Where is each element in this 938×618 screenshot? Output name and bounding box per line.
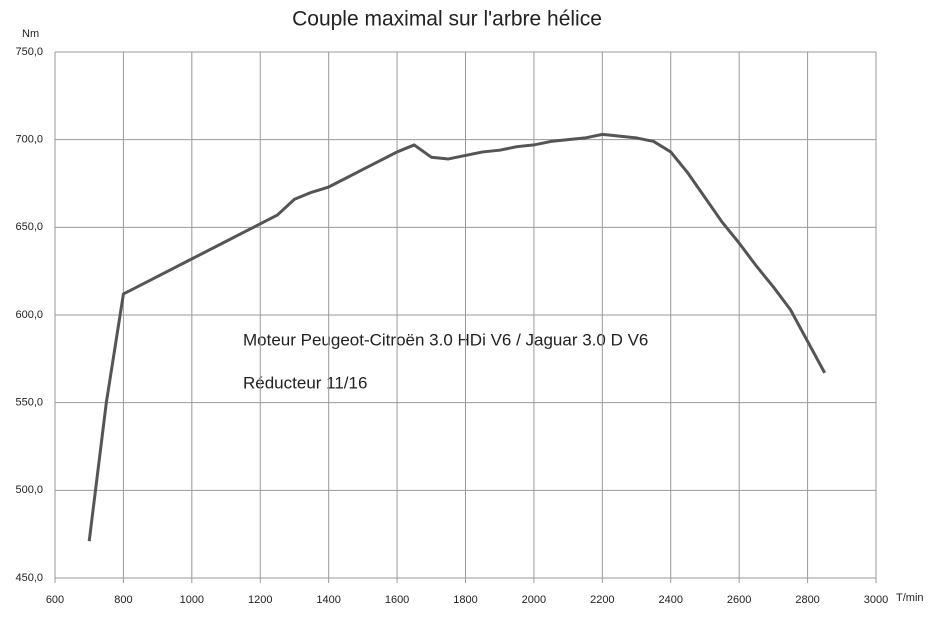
y-tick-label: 600,0 xyxy=(15,309,43,321)
x-tick-label: 800 xyxy=(114,594,132,606)
y-tick-label: 750,0 xyxy=(15,46,43,58)
x-tick-label: 2200 xyxy=(590,594,614,606)
x-tick-label: 2800 xyxy=(795,594,819,606)
annotation: Moteur Peugeot-Citroën 3.0 HDi V6 / Jagu… xyxy=(243,330,648,349)
x-tick-label: 2400 xyxy=(659,594,683,606)
y-tick-label: 450,0 xyxy=(15,572,43,584)
x-tick-label: 1200 xyxy=(248,594,272,606)
data-line xyxy=(87,132,827,542)
annotation: Réducteur 11/16 xyxy=(243,373,367,392)
x-tick-label: 2000 xyxy=(522,594,546,606)
x-tick-label: 1000 xyxy=(180,594,204,606)
y-tick-label: 700,0 xyxy=(15,134,43,146)
y-tick-label: 500,0 xyxy=(15,484,43,496)
y-tick-label: 550,0 xyxy=(15,397,43,409)
chart-title: Couple maximal sur l'arbre hélice xyxy=(292,8,602,31)
x-tick-label: 1600 xyxy=(385,594,409,606)
x-tick-label: 1800 xyxy=(453,594,477,606)
x-tick-label: 3000 xyxy=(864,594,888,606)
x-tick-label: 1400 xyxy=(316,594,340,606)
y-tick-label: 650,0 xyxy=(15,221,43,233)
y-axis-label: Nm xyxy=(22,28,39,40)
x-tick-label: 600 xyxy=(46,594,64,606)
x-axis-label: T/min xyxy=(896,592,924,604)
x-tick-label: 2600 xyxy=(727,594,751,606)
